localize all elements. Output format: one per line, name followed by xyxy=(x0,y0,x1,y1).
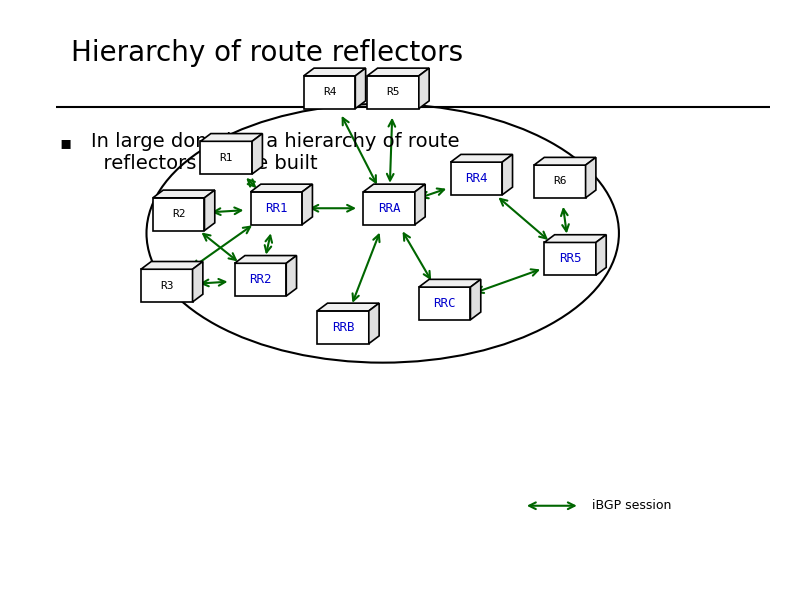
Polygon shape xyxy=(141,262,203,270)
Polygon shape xyxy=(152,198,205,231)
Polygon shape xyxy=(585,158,596,198)
Polygon shape xyxy=(419,280,481,287)
Text: iBGP session: iBGP session xyxy=(592,499,671,512)
Text: RR2: RR2 xyxy=(249,273,272,286)
Polygon shape xyxy=(302,184,312,224)
Text: R4: R4 xyxy=(322,87,337,97)
Polygon shape xyxy=(545,243,596,275)
Text: R3: R3 xyxy=(160,281,174,290)
Text: RRB: RRB xyxy=(332,321,354,334)
Polygon shape xyxy=(534,165,585,198)
Polygon shape xyxy=(235,264,287,296)
Polygon shape xyxy=(356,68,365,109)
Polygon shape xyxy=(317,311,368,344)
Polygon shape xyxy=(317,303,380,311)
Polygon shape xyxy=(363,192,414,224)
Polygon shape xyxy=(419,68,429,109)
Polygon shape xyxy=(545,235,606,243)
Polygon shape xyxy=(251,192,302,224)
Polygon shape xyxy=(367,76,419,109)
Polygon shape xyxy=(141,270,192,302)
Polygon shape xyxy=(470,280,481,320)
Polygon shape xyxy=(252,134,262,174)
Polygon shape xyxy=(451,155,512,162)
Polygon shape xyxy=(502,155,512,195)
Polygon shape xyxy=(363,184,426,192)
Polygon shape xyxy=(251,184,312,192)
Polygon shape xyxy=(596,235,606,275)
Polygon shape xyxy=(534,158,596,165)
Text: RR1: RR1 xyxy=(265,202,287,215)
Text: ▪: ▪ xyxy=(60,134,71,152)
Polygon shape xyxy=(152,190,214,198)
Text: Hierarchy of route reflectors: Hierarchy of route reflectors xyxy=(71,39,464,67)
Polygon shape xyxy=(451,162,502,195)
Text: R2: R2 xyxy=(172,209,186,219)
Text: RRA: RRA xyxy=(378,202,400,215)
Polygon shape xyxy=(367,68,429,76)
Text: RR4: RR4 xyxy=(465,172,488,185)
Text: R6: R6 xyxy=(553,177,567,186)
Polygon shape xyxy=(235,256,297,264)
Polygon shape xyxy=(200,134,262,142)
Polygon shape xyxy=(303,68,365,76)
Polygon shape xyxy=(287,256,297,296)
Polygon shape xyxy=(419,287,470,320)
Polygon shape xyxy=(303,76,356,109)
Text: RR5: RR5 xyxy=(559,252,581,265)
Text: R1: R1 xyxy=(219,153,233,162)
Text: R5: R5 xyxy=(386,87,400,97)
Polygon shape xyxy=(192,262,203,302)
Text: RRC: RRC xyxy=(434,297,456,310)
Polygon shape xyxy=(200,142,252,174)
Polygon shape xyxy=(205,190,214,231)
Text: In large domains, a hierarchy of route
  reflectors can be built: In large domains, a hierarchy of route r… xyxy=(91,132,460,173)
Polygon shape xyxy=(414,184,426,224)
Polygon shape xyxy=(368,303,380,344)
